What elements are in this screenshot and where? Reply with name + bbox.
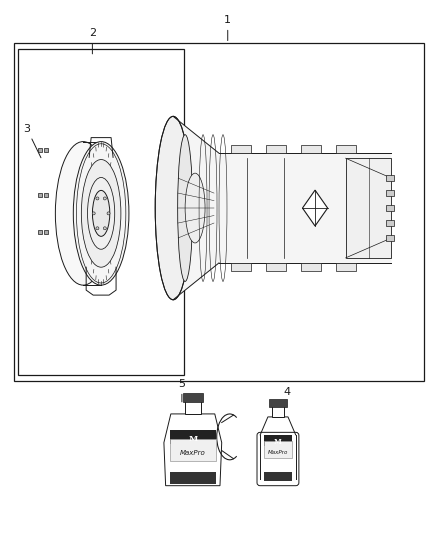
Bar bbox=[170, 439, 216, 461]
Bar bbox=[301, 263, 321, 271]
Bar bbox=[386, 175, 395, 181]
Bar bbox=[386, 235, 395, 241]
Ellipse shape bbox=[81, 159, 121, 267]
Bar bbox=[38, 193, 42, 197]
Bar bbox=[386, 220, 395, 226]
Bar bbox=[44, 148, 48, 151]
Bar bbox=[231, 146, 251, 153]
Bar bbox=[264, 435, 292, 446]
Ellipse shape bbox=[185, 173, 205, 243]
Bar bbox=[272, 405, 284, 417]
Text: 1: 1 bbox=[224, 15, 231, 41]
Ellipse shape bbox=[55, 142, 111, 285]
Ellipse shape bbox=[178, 135, 193, 281]
Bar bbox=[185, 400, 201, 414]
Text: 4: 4 bbox=[279, 386, 290, 410]
Polygon shape bbox=[303, 190, 328, 226]
Ellipse shape bbox=[96, 197, 99, 200]
Text: MaxPro: MaxPro bbox=[180, 450, 206, 456]
Text: M: M bbox=[274, 438, 282, 446]
Bar bbox=[44, 230, 48, 234]
Bar bbox=[346, 158, 392, 258]
Text: 2: 2 bbox=[89, 28, 96, 54]
Polygon shape bbox=[164, 414, 222, 486]
Bar bbox=[183, 393, 203, 402]
Bar bbox=[386, 190, 395, 196]
Text: M: M bbox=[188, 435, 198, 443]
Text: MaxPro: MaxPro bbox=[268, 450, 288, 455]
Bar bbox=[170, 472, 216, 483]
Bar bbox=[38, 148, 42, 151]
Bar bbox=[301, 146, 321, 153]
Ellipse shape bbox=[92, 190, 110, 236]
Bar bbox=[386, 205, 395, 211]
Polygon shape bbox=[173, 116, 392, 300]
Bar bbox=[269, 399, 287, 407]
Bar bbox=[264, 472, 292, 481]
Text: 3: 3 bbox=[23, 124, 41, 158]
Bar bbox=[266, 263, 286, 271]
Bar bbox=[170, 430, 216, 444]
FancyBboxPatch shape bbox=[257, 432, 299, 486]
Bar bbox=[336, 263, 356, 271]
Bar bbox=[44, 193, 48, 197]
Ellipse shape bbox=[107, 212, 110, 215]
Bar bbox=[18, 49, 184, 375]
Ellipse shape bbox=[96, 227, 99, 230]
Ellipse shape bbox=[73, 142, 129, 285]
Ellipse shape bbox=[155, 116, 191, 300]
Bar bbox=[14, 43, 424, 381]
Bar bbox=[336, 146, 356, 153]
Bar bbox=[264, 441, 292, 458]
Ellipse shape bbox=[92, 212, 95, 215]
Ellipse shape bbox=[103, 197, 106, 200]
Text: 5: 5 bbox=[178, 379, 185, 402]
Ellipse shape bbox=[103, 227, 106, 230]
Bar bbox=[231, 263, 251, 271]
Ellipse shape bbox=[88, 177, 115, 249]
Bar bbox=[38, 230, 42, 234]
Bar bbox=[266, 146, 286, 153]
